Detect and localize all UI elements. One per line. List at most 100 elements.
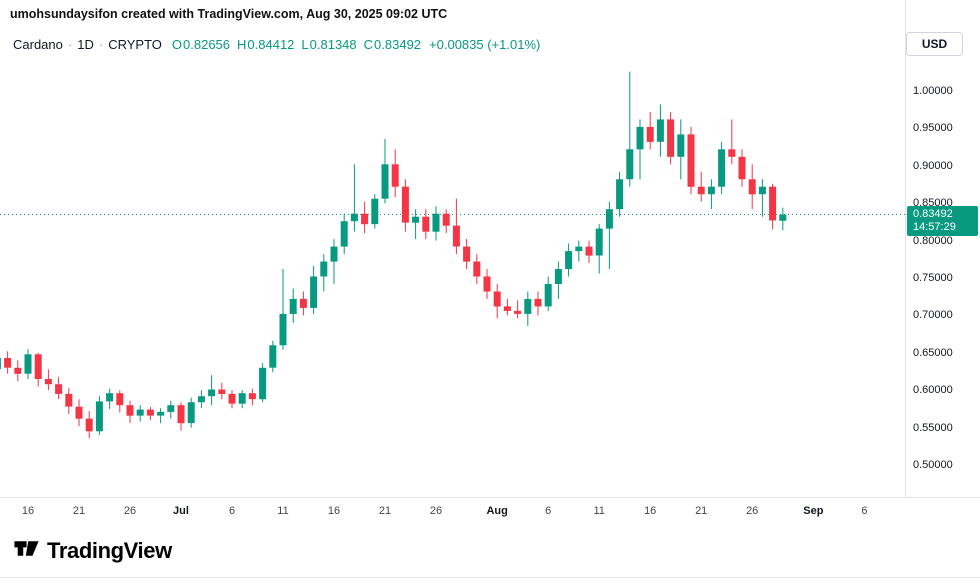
candle [197, 390, 205, 409]
candle [381, 138, 389, 204]
candle [136, 405, 144, 422]
legend-separator: · [98, 37, 104, 52]
price-axis-label: 0.85000 [913, 197, 953, 210]
price-axis-label: 1.00000 [913, 85, 953, 97]
bottom-divider [0, 577, 980, 578]
ohlc-values: O0.82656 H0.84412 L0.81348 C0.83492 [172, 37, 428, 52]
candle [452, 198, 460, 255]
price-axis-label: 0.75000 [913, 272, 953, 284]
candle [677, 119, 685, 180]
candle [167, 400, 175, 419]
ohlc-h: H0.84412 [237, 37, 295, 52]
price-axis-label: 0.60000 [913, 384, 953, 397]
candle [44, 369, 52, 391]
candle [442, 209, 450, 234]
time-axis-label: 6 [861, 505, 868, 517]
candle [350, 164, 358, 232]
ohlc-o: O0.82656 [171, 37, 231, 52]
candle [595, 224, 603, 274]
candle [493, 284, 501, 319]
candle [85, 411, 93, 439]
tradingview-wordmark: TradingView [47, 538, 172, 563]
time-axis-label: 21 [72, 505, 86, 517]
candle [575, 240, 583, 262]
candle [738, 149, 746, 187]
candle [361, 201, 369, 234]
chart-plot-area[interactable] [0, 0, 905, 497]
candle [187, 397, 195, 428]
price-axis-label: 0.90000 [913, 159, 953, 172]
time-axis-label: 26 [429, 505, 443, 517]
candle [208, 375, 216, 406]
candle [626, 71, 634, 187]
candle [279, 269, 287, 350]
candle [667, 111, 675, 165]
price-axis-label: 0.55000 [913, 421, 953, 434]
change-value: +0.00835 (+1.01%) [429, 37, 541, 52]
candle [310, 266, 318, 314]
candle [656, 104, 664, 157]
price-axis-label: 0.50000 [913, 459, 953, 471]
time-axis-label: 16 [644, 505, 657, 517]
candle [514, 300, 522, 319]
candle [259, 363, 267, 403]
candle [707, 179, 715, 210]
candle [238, 390, 246, 409]
candle [126, 400, 134, 424]
candle [391, 149, 399, 198]
candle [748, 164, 756, 210]
candle [65, 388, 73, 415]
interval-label[interactable]: 1D [77, 37, 94, 52]
candle [636, 119, 644, 180]
candle [24, 349, 32, 379]
footer-logo[interactable]: TradingView [13, 535, 172, 567]
candle [534, 291, 542, 316]
candle [473, 254, 481, 284]
candle [340, 213, 348, 255]
candle [687, 126, 695, 195]
candle [320, 254, 328, 292]
ohlc-c: C0.83492 [363, 37, 422, 52]
candle [371, 194, 379, 229]
currency-button[interactable]: USD [906, 32, 963, 56]
candle [299, 291, 307, 316]
candle [269, 340, 277, 373]
time-axis-label: 11 [277, 505, 289, 517]
exchange-label[interactable]: CRYPTO [108, 37, 162, 52]
ohlc-l: L0.81348 [301, 37, 357, 52]
candle [34, 352, 42, 387]
candle [779, 207, 787, 231]
time-axis-label: Sep [803, 505, 824, 517]
price-axis[interactable]: 0.83492 14:57:29 1.00000 0.95000 0.90000 0.… [905, 0, 980, 497]
attribution-text: umohsundaysifon created with TradingView… [10, 7, 448, 21]
candle [616, 171, 624, 217]
tradingview-logo-icon [13, 535, 40, 567]
candle [769, 183, 777, 230]
candle [605, 201, 613, 269]
candlestick-chart [0, 71, 905, 439]
legend-separator: · [67, 37, 73, 52]
price-axis-label: 0.95000 [913, 122, 953, 135]
symbol-name[interactable]: Cardano [13, 37, 63, 52]
price-axis-label: 0.80000 [913, 234, 953, 247]
price-axis-label: 0.65000 [913, 346, 953, 359]
candle [177, 402, 185, 431]
time-axis-label: 21 [695, 505, 708, 517]
candle [432, 206, 440, 241]
candle [463, 239, 471, 269]
candle [554, 261, 562, 299]
candle [646, 111, 654, 150]
time-axis-label: 26 [746, 505, 759, 517]
candle [248, 388, 256, 406]
candle [697, 171, 705, 202]
candle [218, 382, 226, 400]
time-axis-label: 21 [378, 505, 392, 517]
candle [14, 360, 22, 382]
candle [106, 388, 114, 409]
time-axis[interactable]: 16 21 26 Jul 6 11 16 21 26 Aug 6 11 16 21 26 Sep 6 [0, 497, 980, 524]
time-axis-label: Aug [486, 505, 508, 517]
countdown-timer: 14:57:29 [913, 221, 956, 234]
chart-legend: Cardano · 1D · CRYPTO O0.82656 H0.84412 L0… [13, 37, 540, 52]
last-price-value: 0.83492 [913, 208, 953, 221]
price-axis-label: 0.70000 [913, 309, 953, 322]
